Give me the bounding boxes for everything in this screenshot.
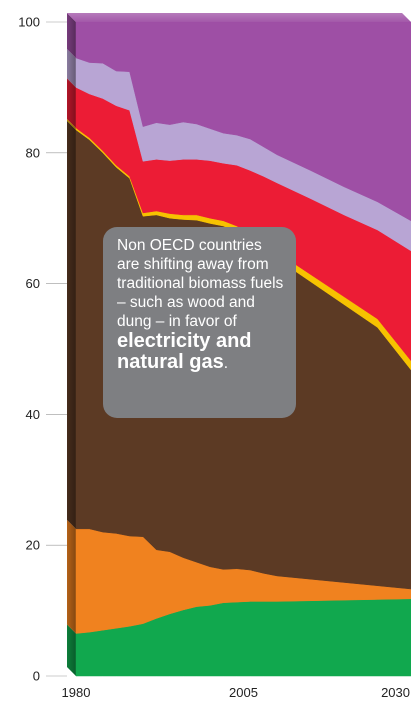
chart-side-face <box>67 13 76 676</box>
x-tick-label: 2005 <box>229 685 258 700</box>
side-face-shade <box>67 118 76 130</box>
top-face-highlight <box>67 13 411 22</box>
annotation-highlight: electricity and natural gas <box>117 330 252 373</box>
y-tick-label: 100 <box>18 15 40 30</box>
side-face-shade <box>67 78 76 128</box>
annotation-suffix: . <box>223 355 229 372</box>
y-tick-label: 0 <box>33 669 40 684</box>
y-tick-label: 40 <box>26 407 40 422</box>
side-face-shade <box>67 13 76 58</box>
chart-top-face <box>67 13 411 22</box>
y-tick-label: 20 <box>26 538 40 553</box>
y-tick-label: 80 <box>26 145 40 160</box>
side-face-shade <box>67 120 76 529</box>
side-face-shade <box>67 519 76 634</box>
side-face-shade <box>67 624 76 676</box>
y-tick-label: 60 <box>26 276 40 291</box>
side-face-shade <box>67 48 76 88</box>
y-axis: 0 20 40 60 80 100 <box>18 15 40 684</box>
y-axis-gridlines <box>46 21 67 677</box>
x-tick-label: 2030 <box>381 685 410 700</box>
x-tick-label: 1980 <box>62 685 91 700</box>
annotation-callout: Non OECD countries are shifting away fro… <box>103 227 296 418</box>
annotation-text: Non OECD countries are shifting away fro… <box>117 237 284 330</box>
x-axis: 1980 2005 2030 <box>62 685 410 700</box>
